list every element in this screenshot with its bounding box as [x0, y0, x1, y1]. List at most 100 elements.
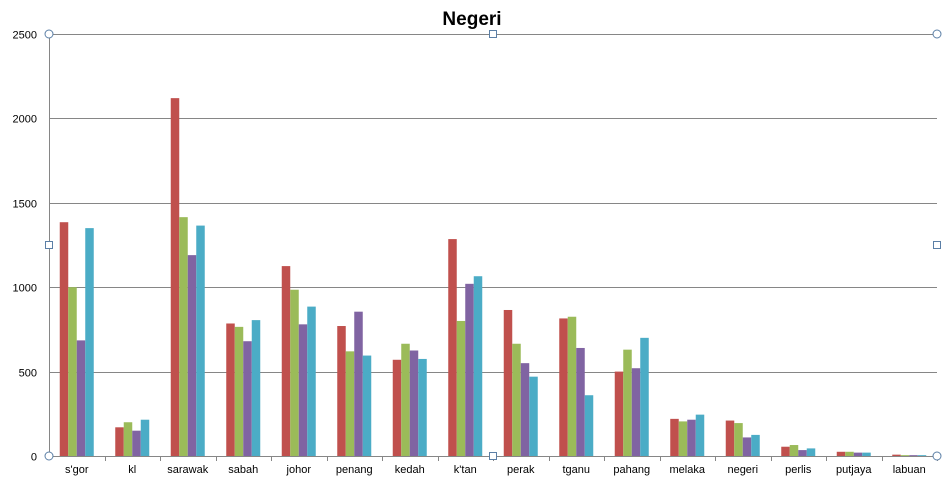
bar: [337, 326, 346, 456]
bar: [845, 451, 854, 456]
y-tick-label: 2500: [13, 30, 37, 42]
bar: [614, 371, 624, 456]
x-tick-label: johor: [286, 464, 312, 476]
bar: [132, 430, 141, 456]
resize-handle-corner[interactable]: [932, 29, 942, 39]
x-tick-label: kl: [128, 464, 136, 476]
bar: [781, 446, 790, 456]
x-tick-label: perak: [507, 464, 535, 476]
resize-handle-edge[interactable]: [45, 241, 53, 249]
bar: [298, 324, 308, 456]
bar: [751, 434, 760, 456]
selection-handles[interactable]: [44, 29, 942, 461]
bar: [281, 266, 291, 456]
bar: [59, 222, 69, 456]
bar: [354, 311, 363, 456]
bar: [418, 358, 427, 456]
bar: [392, 359, 402, 456]
bar: [226, 323, 235, 456]
bar: [401, 343, 410, 456]
bar: [68, 287, 77, 456]
bar: [687, 419, 696, 456]
bar: [76, 340, 86, 456]
resize-handle-edge[interactable]: [933, 241, 941, 249]
x-tick-label: penang: [336, 464, 373, 476]
bar: [140, 419, 150, 456]
bar: [640, 337, 649, 456]
chart-title: Negeri: [442, 9, 501, 30]
bar: [251, 320, 261, 456]
x-tick-label: k'tan: [454, 464, 477, 476]
x-tick-label: melaka: [670, 464, 706, 476]
bar: [85, 228, 94, 456]
y-tick-label: 500: [19, 368, 37, 380]
bar: [187, 255, 197, 456]
bar: [512, 343, 521, 456]
bar: [853, 452, 863, 456]
resize-handle-corner[interactable]: [44, 29, 54, 39]
bar: [806, 448, 816, 456]
bar: [503, 309, 513, 456]
y-tick-label: 2000: [13, 114, 37, 126]
y-tick-label: 0: [31, 452, 37, 464]
bar: [798, 450, 807, 456]
bar: [345, 351, 355, 456]
bar: [362, 355, 372, 456]
bar: [115, 427, 124, 456]
bar: [456, 320, 466, 456]
bar: [520, 363, 530, 456]
bar: [170, 98, 180, 456]
x-tick-label: s'gor: [65, 464, 89, 476]
bar: [900, 455, 910, 456]
resize-handle-corner[interactable]: [44, 451, 54, 461]
bar: [623, 349, 632, 456]
bar: [862, 452, 871, 456]
bar: [290, 289, 299, 456]
x-tick-label: sabah: [228, 464, 258, 476]
bar: [243, 341, 252, 456]
bar: [631, 368, 641, 456]
bar: [670, 418, 679, 456]
x-tick-label: labuan: [893, 464, 926, 476]
bar: [695, 414, 705, 456]
x-tick-label: kedah: [395, 464, 425, 476]
bar: [409, 350, 419, 456]
y-tick-label: 1500: [13, 199, 37, 211]
bar: [529, 376, 538, 456]
x-axis: s'gor kl sarawak sabah johor penang kedah k'tan…: [49, 456, 938, 476]
bar: [448, 239, 457, 456]
bar: [559, 318, 568, 456]
bar: [179, 217, 188, 456]
bar: [465, 283, 474, 456]
bar: [892, 454, 901, 456]
bar: [836, 451, 846, 456]
bar: [196, 225, 205, 456]
bar: [725, 420, 735, 456]
bar: [123, 422, 133, 456]
y-axis: 0 500 1000 1500 2000 2500: [13, 30, 50, 464]
y-tick-label: 1000: [13, 283, 37, 295]
resize-handle-edge[interactable]: [489, 30, 497, 38]
bar: [307, 306, 316, 456]
x-tick-label: negeri: [727, 464, 758, 476]
bar-series: [59, 98, 927, 456]
bar: [734, 423, 743, 456]
x-tick-label: pahang: [613, 464, 650, 476]
x-tick-label: tganu: [562, 464, 590, 476]
bar: [742, 437, 752, 456]
bar: [584, 395, 594, 456]
x-tick-label: sarawak: [167, 464, 208, 476]
resize-handle-corner[interactable]: [932, 451, 942, 461]
bar: [789, 445, 799, 456]
resize-handle-edge[interactable]: [489, 452, 497, 460]
bar: [678, 421, 688, 456]
bar: [576, 347, 585, 456]
x-tick-label: putjaya: [836, 464, 872, 476]
bar: [917, 455, 927, 456]
bar: [473, 276, 483, 456]
bar: [234, 326, 244, 456]
bar: [909, 455, 918, 456]
x-tick-label: perlis: [785, 464, 812, 476]
bar: [567, 316, 577, 456]
